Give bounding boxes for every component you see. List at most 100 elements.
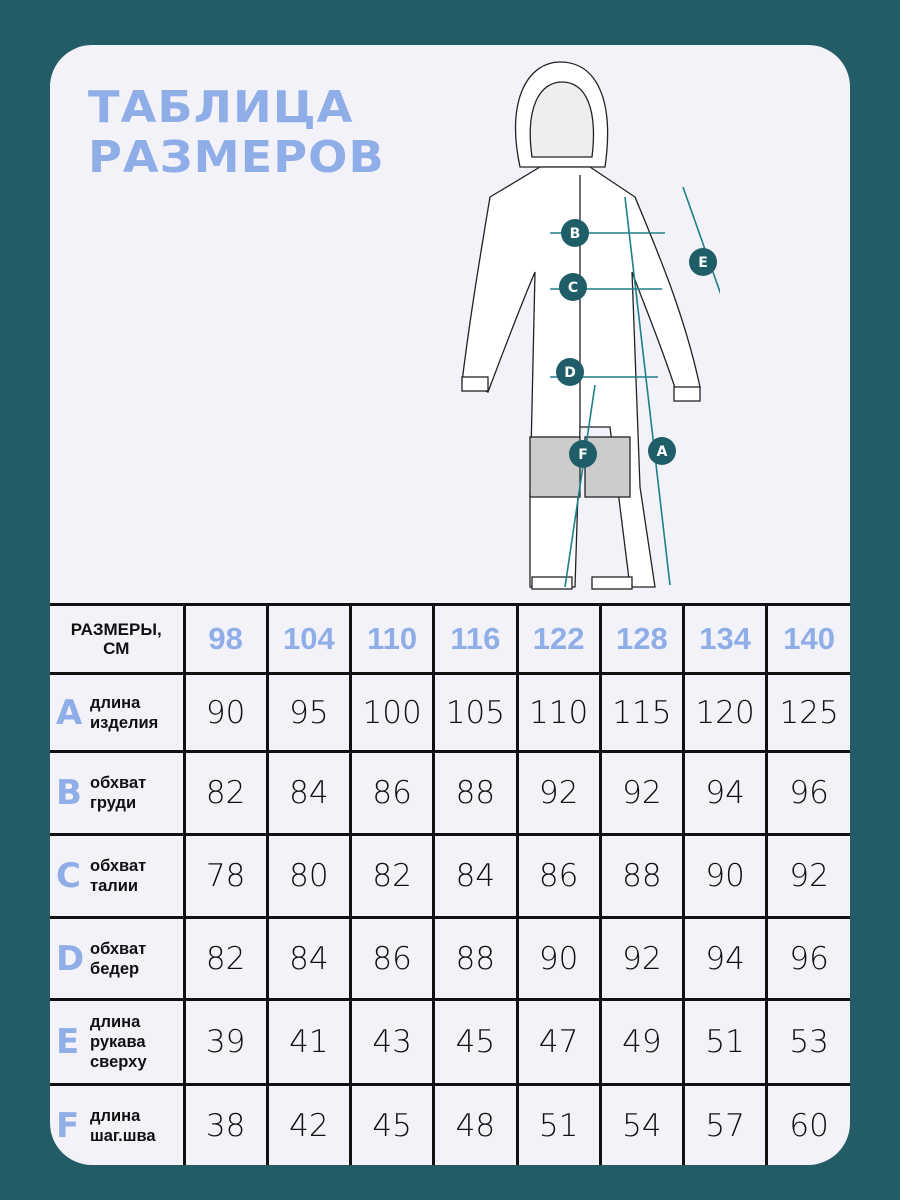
value-cell: 41 — [265, 998, 353, 1086]
value-cell: 38 — [182, 1083, 269, 1165]
size-134: 134 — [681, 603, 769, 675]
jumpsuit-illustration: B C D E F A — [461, 61, 720, 590]
value-cell: 82 — [182, 916, 269, 1001]
value-cell: 115 — [598, 672, 686, 753]
measure-label: обхват бедер — [90, 939, 147, 978]
value-cell: 88 — [432, 916, 519, 1001]
marker-b: B — [561, 219, 589, 247]
value-cell: 120 — [681, 672, 769, 753]
svg-text:F: F — [578, 447, 588, 463]
value-cell: 47 — [515, 998, 602, 1086]
letter-badge: A — [56, 692, 83, 733]
measure-label: обхват груди — [90, 774, 147, 812]
size-chart-card: ТАБЛИЦА РАЗМЕРОВ B C D E — [50, 45, 850, 1165]
letter-badge: B — [56, 773, 82, 813]
value-cell: 86 — [348, 750, 436, 836]
value-cell: 51 — [515, 1083, 602, 1165]
letter-badge: C — [56, 856, 81, 896]
value-cell: 86 — [348, 916, 436, 1001]
svg-text:A: A — [657, 444, 668, 460]
marker-e: E — [689, 248, 717, 276]
value-cell: 110 — [515, 672, 602, 753]
marker-f: F — [569, 440, 597, 468]
size-table: РАЗМЕРЫ, СМ 98 104 110 116 122 128 134 14… — [50, 603, 850, 1165]
letter-badge: D — [56, 938, 85, 979]
size-122: 122 — [515, 603, 602, 675]
value-cell: 88 — [598, 833, 686, 919]
value-cell: 94 — [681, 916, 769, 1001]
letter-badge: F — [56, 1105, 80, 1146]
value-cell: 92 — [598, 750, 686, 836]
marker-d: D — [556, 358, 584, 386]
header-row: РАЗМЕРЫ, СМ 98 104 110 116 122 128 134 14… — [50, 603, 850, 675]
value-cell: 82 — [182, 750, 269, 836]
value-cell: 45 — [348, 1083, 436, 1165]
value-cell: 92 — [515, 750, 602, 836]
value-cell: 90 — [681, 833, 769, 919]
measure-label: длина рукава сверху — [90, 1013, 147, 1071]
value-cell: 125 — [765, 672, 850, 753]
size-116: 116 — [432, 603, 519, 675]
value-cell: 78 — [182, 833, 269, 919]
value-cell: 53 — [765, 998, 850, 1086]
value-cell: 92 — [598, 916, 686, 1001]
value-cell: 45 — [432, 998, 519, 1086]
svg-text:C: C — [568, 280, 578, 296]
value-cell: 96 — [765, 750, 850, 836]
svg-text:B: B — [570, 226, 581, 242]
value-cell: 86 — [515, 833, 602, 919]
value-cell: 96 — [765, 916, 850, 1001]
value-cell: 84 — [265, 916, 353, 1001]
svg-text:D: D — [564, 365, 576, 381]
value-cell: 49 — [598, 998, 686, 1086]
letter-badge: E — [56, 1022, 80, 1062]
marker-c: C — [559, 273, 587, 301]
measure-line-e — [682, 186, 720, 295]
measure-label: длина шаг.шва — [90, 1106, 156, 1145]
value-cell: 100 — [348, 672, 436, 753]
value-cell: 84 — [432, 833, 519, 919]
marker-a: A — [648, 437, 676, 465]
value-cell: 95 — [265, 672, 353, 753]
value-cell: 90 — [515, 916, 602, 1001]
value-cell: 84 — [265, 750, 353, 836]
value-cell: 43 — [348, 998, 436, 1086]
value-cell: 42 — [265, 1083, 353, 1165]
value-cell: 90 — [182, 672, 269, 753]
size-110: 110 — [348, 603, 436, 675]
value-cell: 94 — [681, 750, 769, 836]
title-line-1: ТАБЛИЦА — [88, 82, 354, 133]
size-140: 140 — [765, 603, 850, 675]
measure-line-a — [624, 196, 671, 586]
title-line-2: РАЗМЕРОВ — [88, 132, 385, 183]
value-cell: 88 — [432, 750, 519, 836]
value-cell: 57 — [681, 1083, 769, 1165]
size-128: 128 — [598, 603, 686, 675]
value-cell: 60 — [765, 1083, 850, 1165]
value-cell: 51 — [681, 998, 769, 1086]
value-cell: 80 — [265, 833, 353, 919]
value-cell: 48 — [432, 1083, 519, 1165]
size-104: 104 — [265, 603, 353, 675]
measure-line-f — [564, 384, 596, 588]
value-cell: 82 — [348, 833, 436, 919]
value-cell: 92 — [765, 833, 850, 919]
value-cell: 54 — [598, 1083, 686, 1165]
value-cell: 105 — [432, 672, 519, 753]
svg-text:E: E — [698, 255, 708, 271]
header-label: РАЗМЕРЫ, СМ — [50, 603, 186, 675]
page-title: ТАБЛИЦА РАЗМЕРОВ — [88, 83, 385, 183]
measure-label: обхват талии — [90, 857, 147, 895]
value-cell: 39 — [182, 998, 269, 1086]
